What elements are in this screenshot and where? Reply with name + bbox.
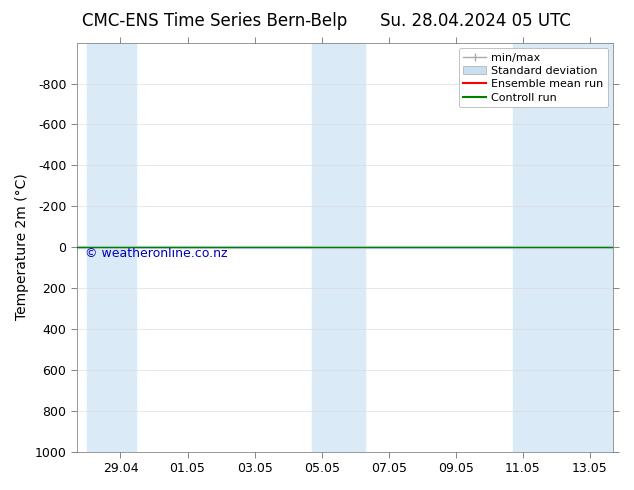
- Bar: [311, 43, 365, 452]
- Text: Su. 28.04.2024 05 UTC: Su. 28.04.2024 05 UTC: [380, 12, 571, 30]
- Legend: min/max, Standard deviation, Ensemble mean run, Controll run: min/max, Standard deviation, Ensemble me…: [459, 48, 608, 107]
- Y-axis label: Temperature 2m (°C): Temperature 2m (°C): [15, 174, 29, 320]
- Bar: [87, 43, 136, 452]
- Text: CMC-ENS Time Series Bern-Belp: CMC-ENS Time Series Bern-Belp: [82, 12, 347, 30]
- Bar: [513, 43, 614, 452]
- Text: © weatheronline.co.nz: © weatheronline.co.nz: [85, 247, 228, 260]
